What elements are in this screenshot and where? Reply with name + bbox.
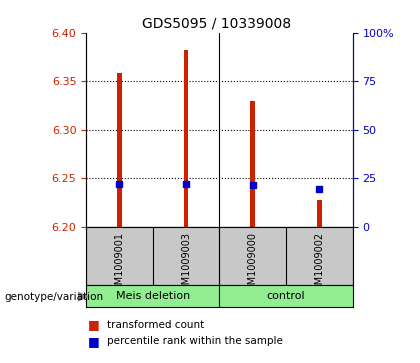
Text: percentile rank within the sample: percentile rank within the sample — [107, 336, 283, 346]
Polygon shape — [78, 292, 88, 301]
Bar — [317, 200, 322, 227]
Text: control: control — [267, 291, 305, 301]
Text: ■: ■ — [88, 335, 100, 348]
Text: ■: ■ — [88, 318, 100, 331]
Text: GSM1009003: GSM1009003 — [181, 232, 191, 297]
Text: GSM1009002: GSM1009002 — [315, 232, 325, 297]
Bar — [184, 50, 189, 227]
Text: genotype/variation: genotype/variation — [4, 291, 103, 302]
Text: transformed count: transformed count — [107, 320, 205, 330]
Text: GDS5095 / 10339008: GDS5095 / 10339008 — [142, 16, 291, 30]
Text: GSM1009000: GSM1009000 — [248, 232, 258, 297]
Text: Meis deletion: Meis deletion — [116, 291, 190, 301]
Text: GSM1009001: GSM1009001 — [114, 232, 124, 297]
Bar — [117, 73, 122, 227]
Bar — [250, 101, 255, 227]
